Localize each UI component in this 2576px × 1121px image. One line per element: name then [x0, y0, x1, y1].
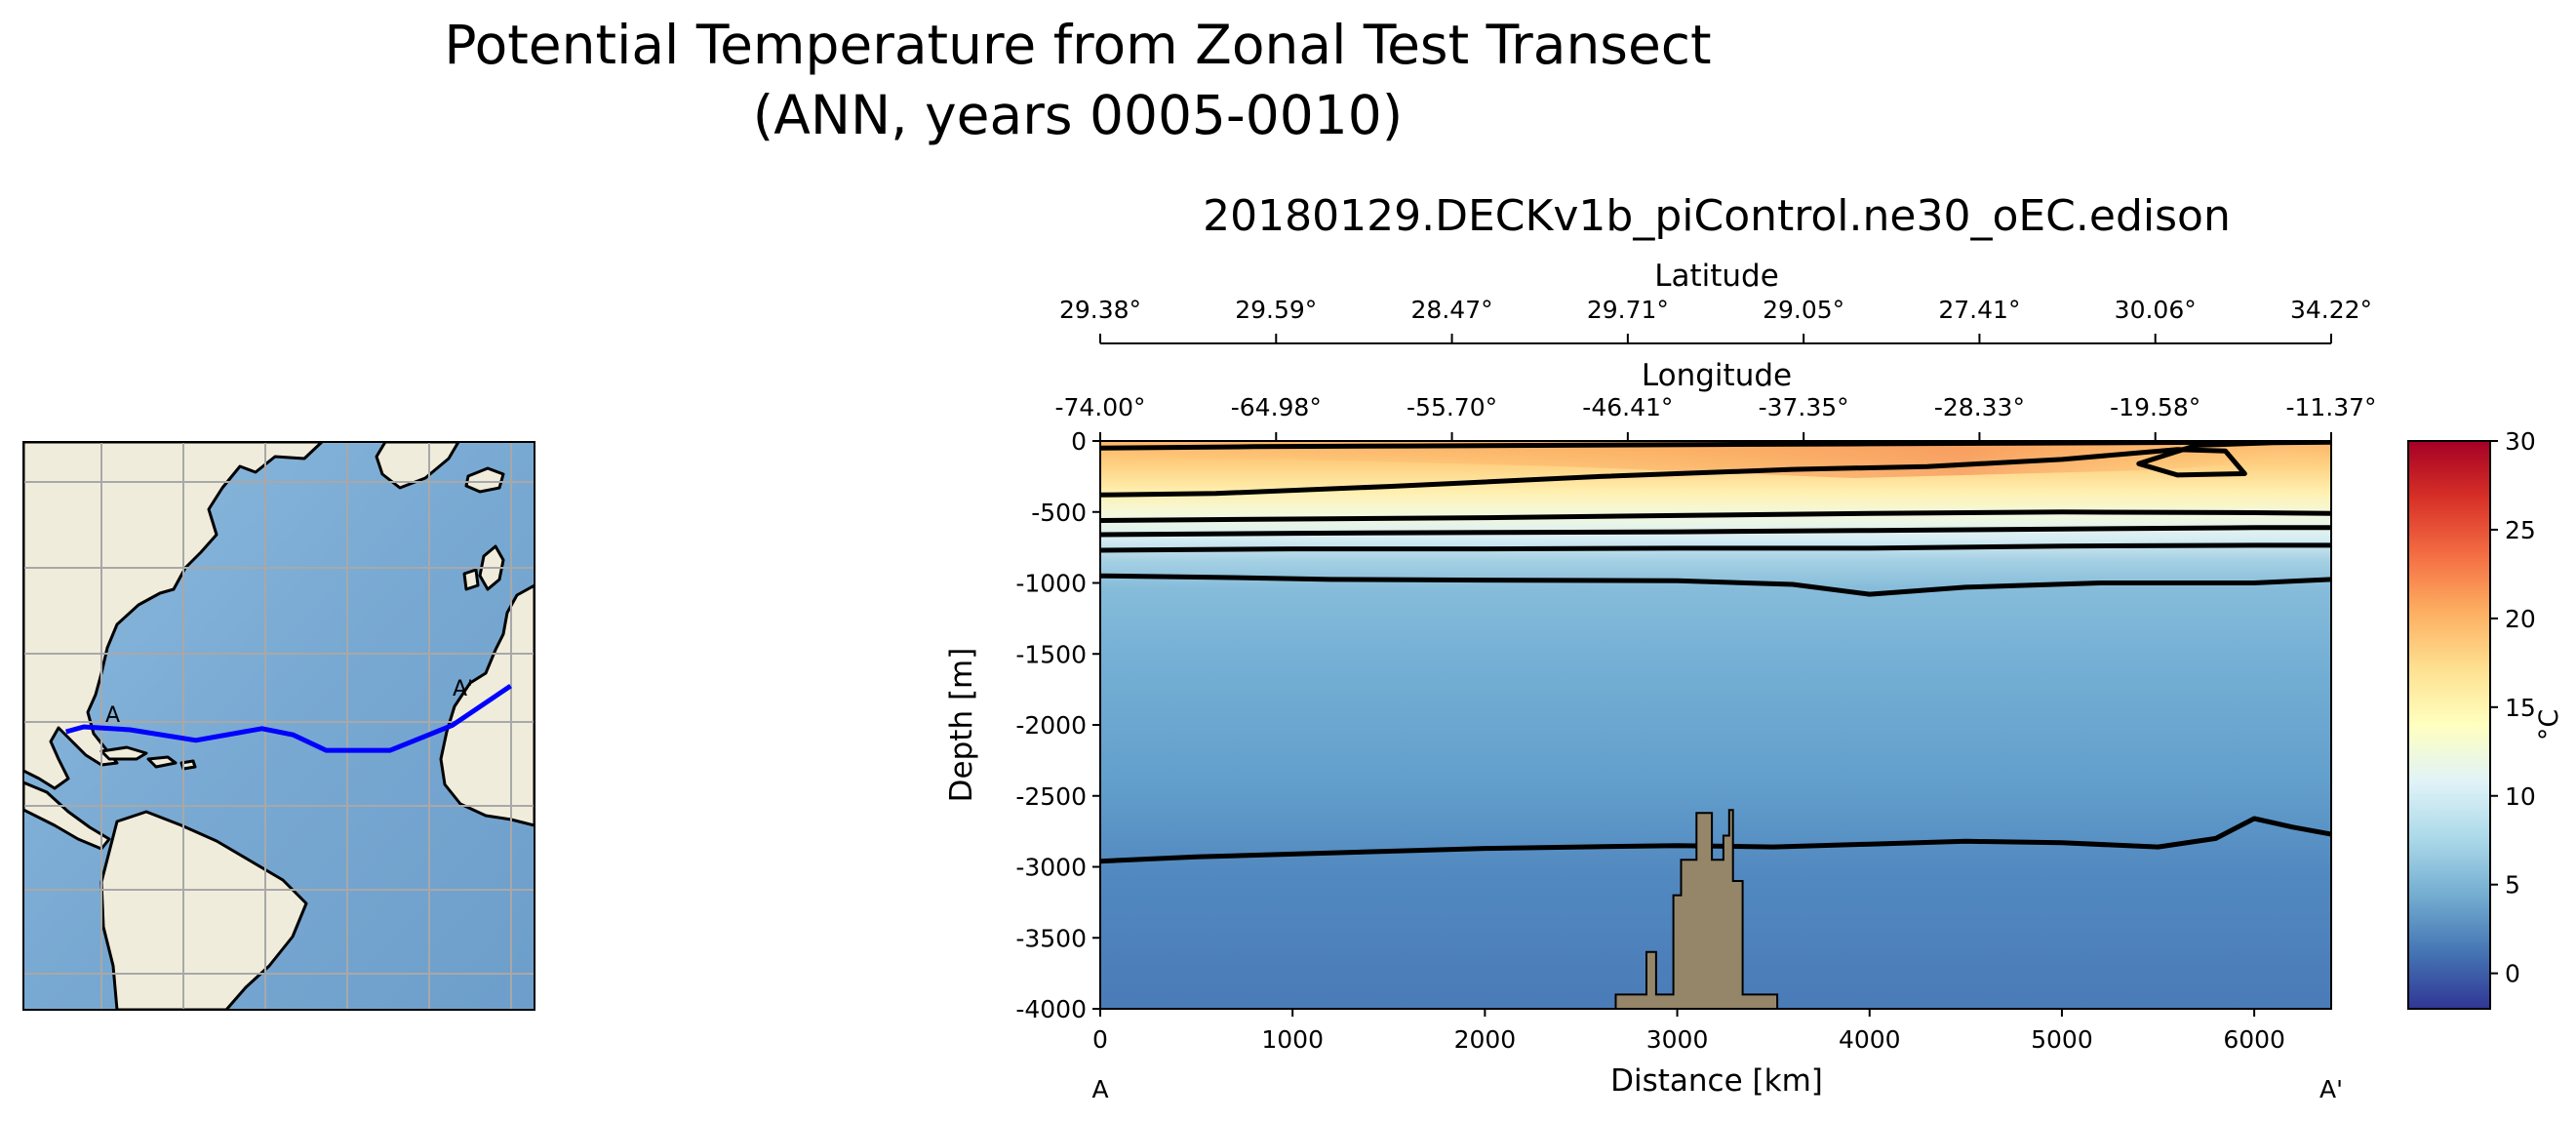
- colorbar-ticks: 0 5 10 15 20 25 30: [2490, 427, 2536, 988]
- contour-line: [1100, 816, 2331, 864]
- figure-title-line1: Potential Temperature from Zonal Test Tr…: [444, 14, 1712, 76]
- y-tick-label: -4000: [1015, 995, 1087, 1023]
- contour-line: [1100, 542, 2331, 553]
- figure-title: Potential Temperature from Zonal Test Tr…: [0, 10, 2156, 150]
- latitude-tick-label: 29.71°: [1587, 296, 1669, 324]
- latitude-tick-label: 29.59°: [1235, 296, 1317, 324]
- figure-title-line2: (ANN, years 0005-0010): [752, 84, 1404, 146]
- longitude-axis-label: Longitude: [1642, 358, 1792, 393]
- transect-start-label: A: [1091, 1075, 1108, 1103]
- colorbar-tick-label: 30: [2505, 427, 2536, 456]
- warm-surface-band: [1100, 441, 2331, 478]
- y-tick-label: -2500: [1015, 782, 1087, 811]
- longitude-tick-label: -19.58°: [2110, 393, 2200, 421]
- y-tick-label: -1500: [1015, 640, 1087, 668]
- contour-line: [1100, 509, 2331, 523]
- y-tick-label: 0: [1071, 427, 1087, 456]
- colorbar-frame: [2407, 440, 2491, 1010]
- map-transect-line: [65, 684, 512, 753]
- map-transect-end-label: A': [453, 677, 473, 701]
- map-transect-start-label: A: [105, 703, 120, 728]
- colorbar-tick-label: 5: [2505, 871, 2520, 900]
- longitude-tick-label: -64.98°: [1231, 393, 1322, 421]
- y-tick-label: -3000: [1015, 854, 1087, 882]
- longitude-tick-label: -46.41°: [1582, 393, 1673, 421]
- colorbar: 0 5 10 15 20 25 30 °C: [2407, 427, 2564, 1010]
- location-map: A A': [22, 441, 535, 1011]
- x-tick-label: 2000: [1454, 1025, 1517, 1054]
- map-gridlines: [23, 442, 535, 1010]
- contour-line: [1100, 573, 2331, 597]
- latitude-tick-label: 29.05°: [1763, 296, 1844, 324]
- map-frame: [22, 441, 535, 1011]
- latitude-tick-label: 34.22°: [2290, 296, 2372, 324]
- y-tick-label: -3500: [1015, 924, 1087, 952]
- y-axis-label: Depth [m]: [944, 648, 979, 803]
- longitude-axis: -74.00° -64.98° -55.70° -46.41° -37.35° -28.3…: [1054, 393, 2377, 441]
- y-tick-label: -1000: [1015, 570, 1087, 598]
- latitude-tick-label: 29.38°: [1059, 296, 1141, 324]
- contour-line: [1100, 441, 2331, 498]
- y-tick-label: -2000: [1015, 711, 1087, 740]
- temperature-contours: [1100, 441, 2331, 864]
- x-tick-label: 5000: [2031, 1025, 2093, 1054]
- latitude-axis-label: Latitude: [1654, 259, 1779, 294]
- latitude-tick-label: 27.41°: [1938, 296, 2020, 324]
- colorbar-tick-label: 25: [2505, 516, 2536, 544]
- latitude-axis: 29.38° 29.59° 28.47° 29.71° 29.05° 27.41° 30.0…: [1059, 296, 2372, 344]
- colorbar-tick-label: 10: [2505, 782, 2536, 811]
- x-tick-label: 3000: [1646, 1025, 1709, 1054]
- longitude-tick-label: -28.33°: [1934, 393, 2025, 421]
- longitude-tick-label: -55.70°: [1407, 393, 1497, 421]
- longitude-tick-label: -11.37°: [2285, 393, 2376, 421]
- colorbar-tick-label: 0: [2505, 960, 2520, 988]
- longitude-tick-label: -37.35°: [1759, 393, 1849, 421]
- colorbar-label: °C: [2534, 709, 2564, 741]
- x-axis: 0 1000 2000 3000 4000 5000 6000: [1092, 1009, 2285, 1054]
- y-tick-label: -500: [1031, 499, 1087, 527]
- contour-line: [1100, 441, 2331, 451]
- latitude-tick-label: 28.47°: [1411, 296, 1493, 324]
- colorbar-tick-label: 20: [2505, 605, 2536, 633]
- longitude-tick-label: -74.00°: [1054, 393, 1145, 421]
- x-tick-label: 4000: [1839, 1025, 1901, 1054]
- colorbar-tick-label: 15: [2505, 694, 2536, 722]
- x-tick-label: 6000: [2223, 1025, 2285, 1054]
- bathymetry: [1614, 809, 1779, 1009]
- x-tick-label: 0: [1092, 1025, 1108, 1054]
- x-tick-label: 1000: [1261, 1025, 1324, 1054]
- y-axis: 0 -500 -1000 -1500 -2000 -2500 -3000 -3500 -4000: [1015, 427, 1100, 1023]
- latitude-tick-label: 30.06°: [2115, 296, 2197, 324]
- plot-title: 20180129.DECKv1b_piControl.ne30_oEC.edis…: [1203, 191, 2231, 241]
- transect-plot: 20180129.DECKv1b_piControl.ne30_oEC.edis…: [944, 191, 2564, 1103]
- colorbar-gradient: [2408, 441, 2490, 1009]
- x-axis-label: Distance [km]: [1610, 1063, 1823, 1099]
- contour-line: [1100, 525, 2331, 538]
- transect-end-label: A': [2319, 1075, 2343, 1103]
